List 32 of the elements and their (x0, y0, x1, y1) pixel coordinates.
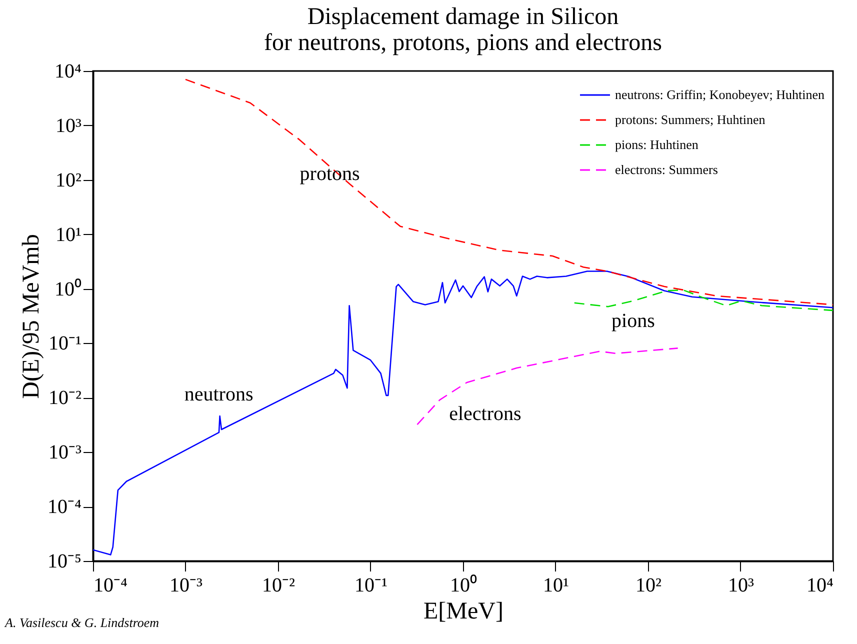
legend-label: electrons: Summers (615, 162, 718, 177)
y-tick-label: 10² (56, 169, 82, 192)
y-tick-label: 10⁰ (54, 277, 82, 300)
x-tick-label: 10⁻¹ (354, 574, 388, 596)
y-tick-label: 10⁴ (54, 60, 82, 82)
annotation: protons (300, 162, 360, 185)
x-tick-label: 10⁴ (806, 574, 834, 596)
y-tick-label: 10¹ (56, 224, 82, 246)
annotation: pions (612, 310, 656, 332)
x-tick-label: 10³ (728, 574, 754, 596)
y-tick-label: 10⁻⁵ (48, 550, 82, 572)
y-tick-label: 10⁻¹ (48, 332, 82, 355)
x-tick-label: 10⁰ (450, 574, 477, 596)
x-tick-label: 10⁻⁴ (94, 574, 128, 596)
annotation: electrons (449, 403, 522, 425)
legend-label: pions: Huhtinen (615, 137, 699, 152)
legend-label: protons: Summers; Huhtinen (615, 112, 766, 127)
y-tick-label: 10³ (56, 114, 82, 137)
y-axis-title: D(E)/95 MeVmb (18, 234, 45, 399)
x-tick-label: 10⁻³ (170, 574, 202, 596)
x-tick-label: 10¹ (543, 574, 569, 596)
x-tick-label: 10² (636, 574, 662, 596)
chart-title: Displacement damage in Silicon (307, 4, 619, 30)
x-tick-label: 10⁻² (262, 574, 295, 596)
y-tick-label: 10⁻³ (48, 442, 82, 464)
y-tick-label: 10⁻⁴ (48, 496, 82, 518)
x-axis-title: E[MeV] (424, 598, 504, 624)
text: A. Vasilescu & G. Lindstroem (4, 615, 160, 630)
chart-subtitle: for neutrons, protons, pions and electrons (264, 30, 662, 56)
legend-label: neutrons: Griffin; Konobeyev; Huhtinen (615, 87, 826, 102)
y-tick-label: 10⁻² (48, 387, 82, 410)
annotation: neutrons (184, 383, 254, 406)
